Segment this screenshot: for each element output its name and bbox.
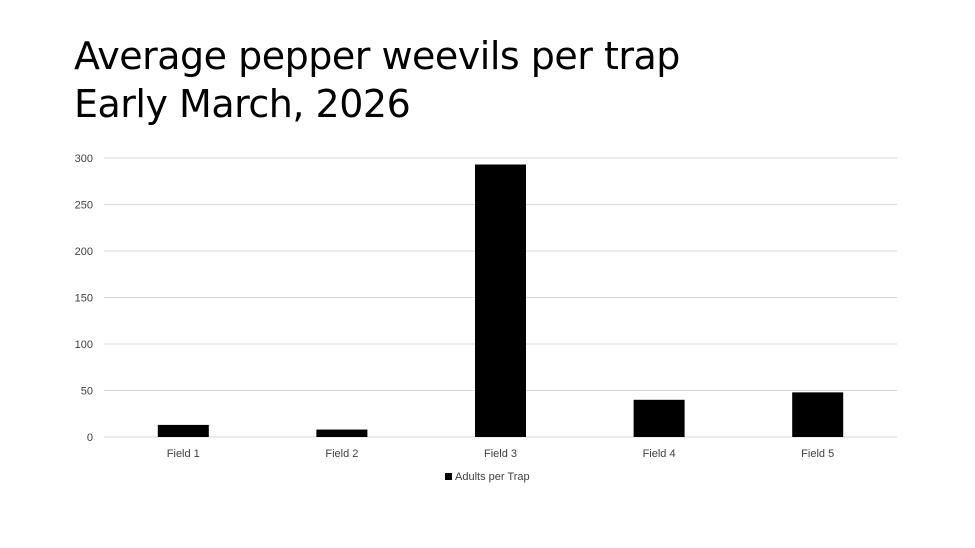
legend-swatch xyxy=(445,473,452,480)
y-tick-label: 0 xyxy=(87,432,93,444)
y-tick-label: 300 xyxy=(75,153,93,165)
bar xyxy=(633,399,685,437)
y-tick-label: 50 xyxy=(81,386,93,398)
bar xyxy=(316,429,368,437)
x-tick-label: Field 5 xyxy=(801,448,834,460)
bar xyxy=(475,164,526,437)
x-tick-label: Field 1 xyxy=(167,448,200,460)
title-line-2: Early March, 2026 xyxy=(74,82,411,126)
x-tick-label: Field 4 xyxy=(643,448,676,460)
slide-title: Average pepper weevils per trap Early Ma… xyxy=(74,32,680,128)
legend-label: Adults per Trap xyxy=(455,471,530,483)
x-tick-label: Field 3 xyxy=(484,448,517,460)
title-line-1: Average pepper weevils per trap xyxy=(74,34,680,78)
bar xyxy=(157,424,209,437)
y-tick-label: 100 xyxy=(75,339,93,351)
bar xyxy=(792,392,844,437)
x-tick-label: Field 2 xyxy=(325,448,358,460)
y-tick-label: 200 xyxy=(75,246,93,258)
y-tick-label: 250 xyxy=(75,200,93,212)
y-tick-label: 150 xyxy=(75,293,93,305)
